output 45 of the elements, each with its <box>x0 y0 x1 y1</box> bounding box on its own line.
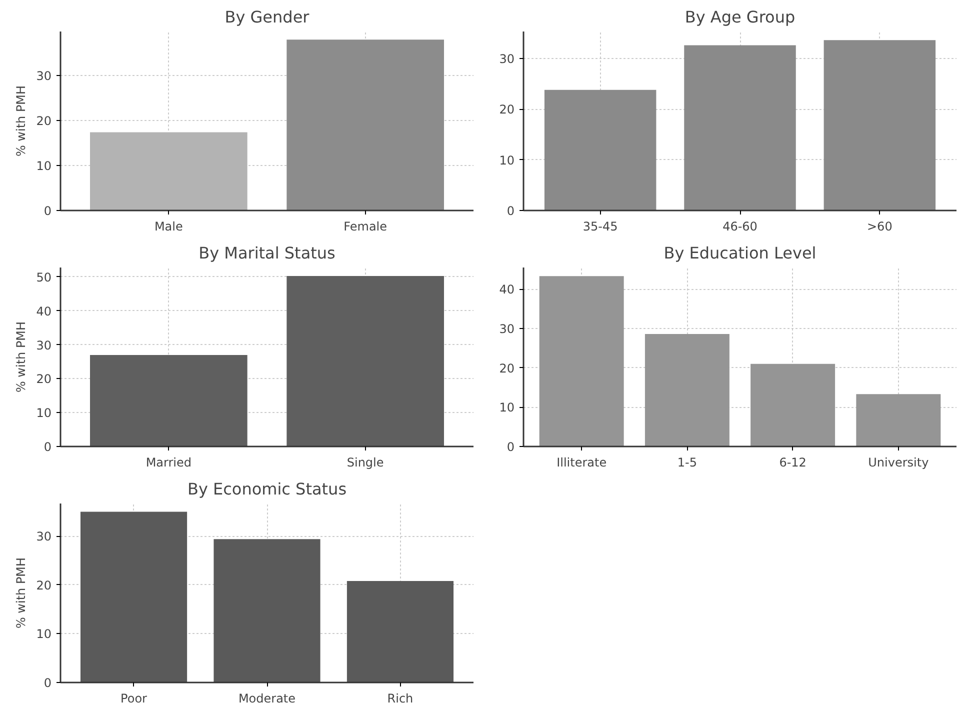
y-tick-label: 20 <box>36 578 52 592</box>
chart-title: By Marital Status <box>198 244 336 262</box>
y-tick-label: 40 <box>499 282 515 297</box>
x-tick-label: Male <box>154 220 183 234</box>
y-tick-label: 20 <box>36 372 52 386</box>
y-tick-label: 30 <box>36 338 52 352</box>
y-tick-label: 30 <box>36 69 52 84</box>
y-tick-label: 30 <box>499 52 515 66</box>
y-axis-title: % with PMH <box>14 85 28 157</box>
y-tick-label: 0 <box>44 676 52 690</box>
y-tick-label: 10 <box>36 159 52 174</box>
y-tick-label: 30 <box>36 530 52 544</box>
y-tick-label: 40 <box>36 304 52 318</box>
x-tick-label: Single <box>346 456 384 470</box>
x-tick-label: Illiterate <box>556 456 607 470</box>
x-tick-label: 46-60 <box>722 220 758 234</box>
y-tick-label: 20 <box>499 102 515 117</box>
x-tick-label: 6-12 <box>779 456 806 470</box>
x-tick-label: 1-5 <box>677 456 698 470</box>
y-tick-label: 50 <box>36 270 52 284</box>
x-tick-label: 35-45 <box>582 220 618 234</box>
x-tick-label: Married <box>146 456 192 470</box>
chart-title: By Education Level <box>664 244 816 262</box>
x-tick-label: Female <box>344 220 388 234</box>
x-tick-label: >60 <box>867 220 892 234</box>
y-tick-label: 0 <box>44 204 52 218</box>
x-tick-label: Moderate <box>238 692 296 706</box>
chart-title: By Gender <box>224 8 310 26</box>
x-tick-label: Rich <box>387 692 414 706</box>
y-tick-label: 10 <box>36 406 52 420</box>
x-tick-label: Poor <box>120 692 148 706</box>
chart-title: By Economic Status <box>187 480 347 498</box>
chart-title: By Age Group <box>684 8 796 26</box>
y-tick-label: 10 <box>499 153 515 168</box>
y-tick-label: 0 <box>506 440 515 454</box>
y-axis-title: % with PMH <box>14 557 28 629</box>
y-tick-label: 0 <box>44 440 52 454</box>
y-tick-label: 20 <box>499 361 515 376</box>
y-tick-label: 10 <box>36 627 52 642</box>
x-tick-label: University <box>868 456 929 470</box>
y-axis-title: % with PMH <box>14 321 28 393</box>
y-tick-label: 30 <box>499 322 515 336</box>
y-tick-label: 10 <box>499 400 515 415</box>
y-tick-label: 0 <box>506 204 515 218</box>
y-tick-label: 20 <box>36 114 52 128</box>
